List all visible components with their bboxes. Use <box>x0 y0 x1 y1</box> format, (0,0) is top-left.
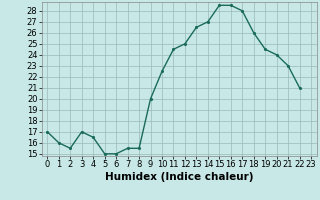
X-axis label: Humidex (Indice chaleur): Humidex (Indice chaleur) <box>105 172 253 182</box>
